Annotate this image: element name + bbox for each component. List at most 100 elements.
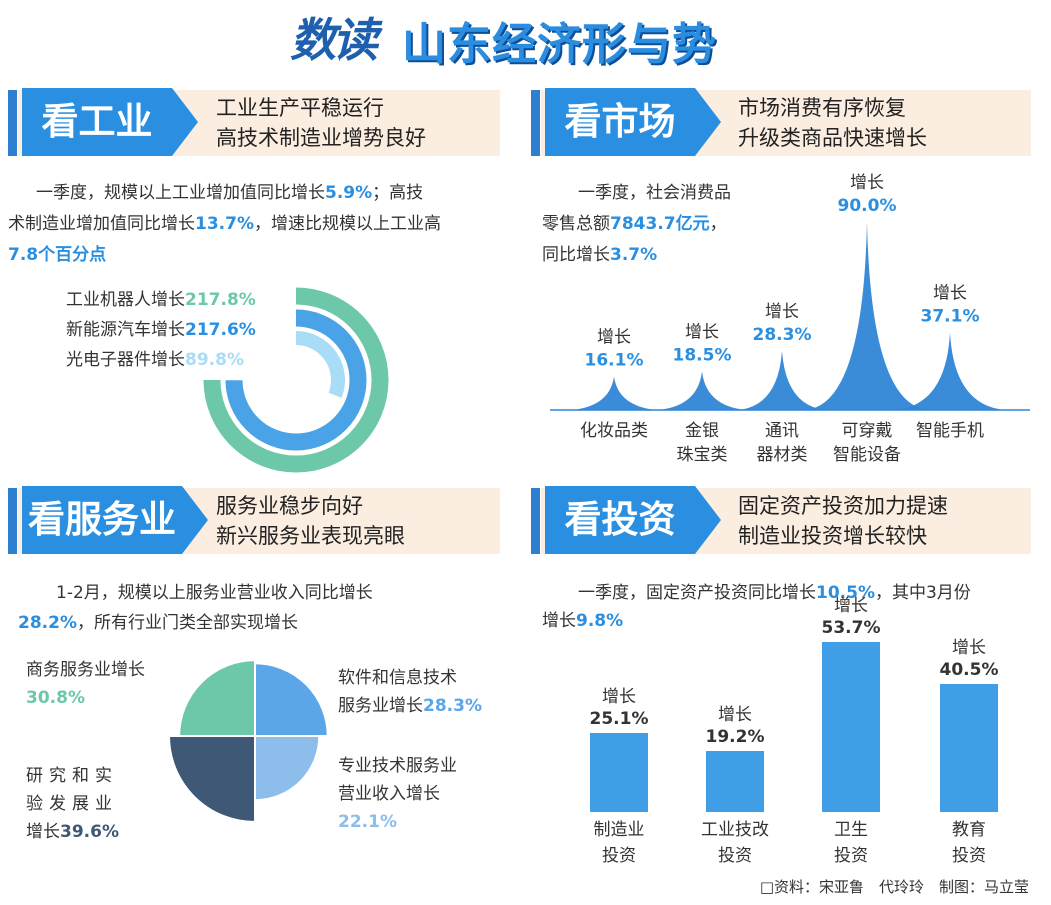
pie-label-text: 服务业增长 <box>338 696 423 716</box>
market-header-arrow <box>695 88 721 156</box>
pie-label-value: 30.8% <box>26 688 85 708</box>
industry-value: 5.9% <box>325 183 373 203</box>
radial-label-1: 工业机器人增长217.8% <box>66 286 256 314</box>
pie-label-text: 研究和实 <box>26 766 118 786</box>
peak-category-label: 化妆品类 <box>580 421 648 441</box>
peak-prefix: 增长 <box>850 173 884 193</box>
bar-value-label: 40.5% <box>939 659 999 680</box>
services-subtitle-1: 服务业稳步向好 <box>216 494 363 518</box>
market-paragraph-2: 零售总额7843.7亿元， <box>542 209 727 240</box>
services-text: ，所有行业门类全部实现增长 <box>76 613 298 633</box>
services-value: 28.2% <box>18 613 77 633</box>
peak-category-label: 通讯 <box>765 421 799 441</box>
page-title: 数读 山东经济形与势 <box>290 4 770 70</box>
bar-category-label: 工业技改 <box>701 820 769 840</box>
bar-prefix: 增长 <box>952 637 986 658</box>
peak-category-label: 可穿戴 <box>842 421 893 441</box>
industry-header-arrow <box>172 88 198 156</box>
bar-category-label: 制造业 <box>593 820 645 840</box>
radial-bar-1 <box>203 287 389 473</box>
bar-value-label: 25.1% <box>589 708 649 729</box>
radial-label-value: 89.8% <box>185 350 244 370</box>
bar-value-label: 19.2% <box>705 727 765 748</box>
peak-prefix: 增长 <box>933 284 967 304</box>
radial-chart <box>203 287 389 473</box>
bar-category-label: 教育 <box>952 820 986 840</box>
pie-label-text: 营业收入增长 <box>338 784 440 804</box>
investment-subtitle-2: 制造业投资增长较快 <box>738 524 927 548</box>
market-header-title: 看市场 <box>545 88 695 156</box>
pie-label-text: 商务服务业增长 <box>26 660 145 680</box>
peak-5 <box>894 332 1006 410</box>
peak-1 <box>572 376 656 410</box>
pie-slice-3 <box>167 735 256 824</box>
peak-prefix: 增长 <box>765 302 799 322</box>
bar-1 <box>590 732 648 812</box>
peak-3 <box>738 350 826 410</box>
industry-subtitle-2: 高技术制造业增势良好 <box>216 126 426 150</box>
peak-category-label: 珠宝类 <box>677 445 728 465</box>
industry-paragraph-3: 7.8个百分点 <box>8 245 107 265</box>
pie-label-software: 软件和信息技术 服务业增长28.3% <box>338 664 482 720</box>
market-text: ， <box>709 214 727 234</box>
market-paragraph-3: 同比增长3.7% <box>542 240 657 271</box>
bar-chart: 增长 25.1% 制造业 投资 增长 19.2% 工业技改 投资 增长 53.7% 卫生 投资 增长 40… <box>530 596 1051 875</box>
bar-value-label: 53.7% <box>821 617 881 638</box>
pie-label-value: 28.3% <box>423 696 482 716</box>
peak-prefix: 增长 <box>685 322 719 342</box>
market-text: 同比增长 <box>542 245 610 265</box>
services-header-title: 看服务业 <box>22 486 182 554</box>
bar-4 <box>940 683 998 812</box>
investment-text: ，其中3月份 <box>874 583 971 603</box>
pie-label-text: 软件和信息技术 <box>338 668 457 688</box>
title-main: 山东经济形与势 <box>402 19 717 70</box>
services-paragraph-2: 28.2%，所有行业门类全部实现增长 <box>18 608 298 639</box>
peak-category-label: 智能设备 <box>833 445 901 465</box>
bar-prefix: 增长 <box>602 686 636 707</box>
pie-slice-1 <box>254 662 329 737</box>
investment-text: 增长 <box>542 611 576 631</box>
investment-paragraph-1: 一季度，固定资产投资同比增长10.5%，其中3月份 <box>578 578 971 609</box>
investment-header-accent <box>531 488 540 554</box>
market-text: 零售总额 <box>542 214 610 234</box>
credit-line: □资料：宋亚鲁 代玲玲 制图：马立莹 <box>759 878 1029 896</box>
industry-text: 一季度，规模以上工业增加值同比增长 <box>36 183 325 203</box>
services-header-arrow <box>182 486 208 554</box>
pie-label-research: 研究和实 验发展业 增长39.6% <box>26 762 119 846</box>
radial-label-value: 217.6% <box>185 320 256 340</box>
bar-category-label: 投资 <box>602 846 636 866</box>
peak-value-label: 90.0% <box>838 196 897 216</box>
radial-label-name: 工业机器人增长 <box>66 290 185 310</box>
investment-subtitle-1: 固定资产投资加力提速 <box>738 494 948 518</box>
pie-chart <box>167 659 329 824</box>
peak-category-label: 智能手机 <box>916 421 984 441</box>
radial-label-3: 光电子器件增长89.8% <box>66 346 244 374</box>
market-paragraph-1: 一季度，社会消费品 <box>578 183 731 203</box>
bar-3 <box>822 641 880 812</box>
pie-slice-2 <box>254 735 321 802</box>
services-header-accent <box>8 488 17 554</box>
services-paragraph-1: 1-2月，规模以上服务业营业收入同比增长 <box>56 583 373 603</box>
radial-label-name: 新能源汽车增长 <box>66 320 185 340</box>
industry-header-accent <box>8 90 17 156</box>
pie-label-business: 商务服务业增长 30.8% <box>26 656 145 712</box>
pie-label-professional: 专业技术服务业 营业收入增长 22.1% <box>338 752 457 836</box>
peak-category-label: 器材类 <box>757 445 808 465</box>
industry-text: ；高技 <box>372 183 424 203</box>
peak-category-label: 金银 <box>685 421 719 441</box>
peak-2 <box>658 371 746 410</box>
bar-category-label: 投资 <box>834 846 868 866</box>
pie-label-text: 验发展业 <box>26 794 118 814</box>
investment-header-arrow <box>695 486 721 554</box>
industry-text: ，增速比规模以上工业高 <box>253 214 441 234</box>
bar-prefix: 增长 <box>718 705 752 726</box>
industry-text: 术制造业增加值同比增长 <box>8 214 195 234</box>
pie-label-value: 39.6% <box>60 822 119 842</box>
market-subtitle-2: 升级类商品快速增长 <box>738 126 927 150</box>
radial-label-2: 新能源汽车增长217.6% <box>66 316 256 344</box>
bar-category-label: 投资 <box>952 846 986 866</box>
industry-subtitle-1: 工业生产平稳运行 <box>216 96 384 120</box>
services-subtitle-2: 新兴服务业表现亮眼 <box>216 524 405 548</box>
pie-label-text: 增长 <box>26 822 60 842</box>
